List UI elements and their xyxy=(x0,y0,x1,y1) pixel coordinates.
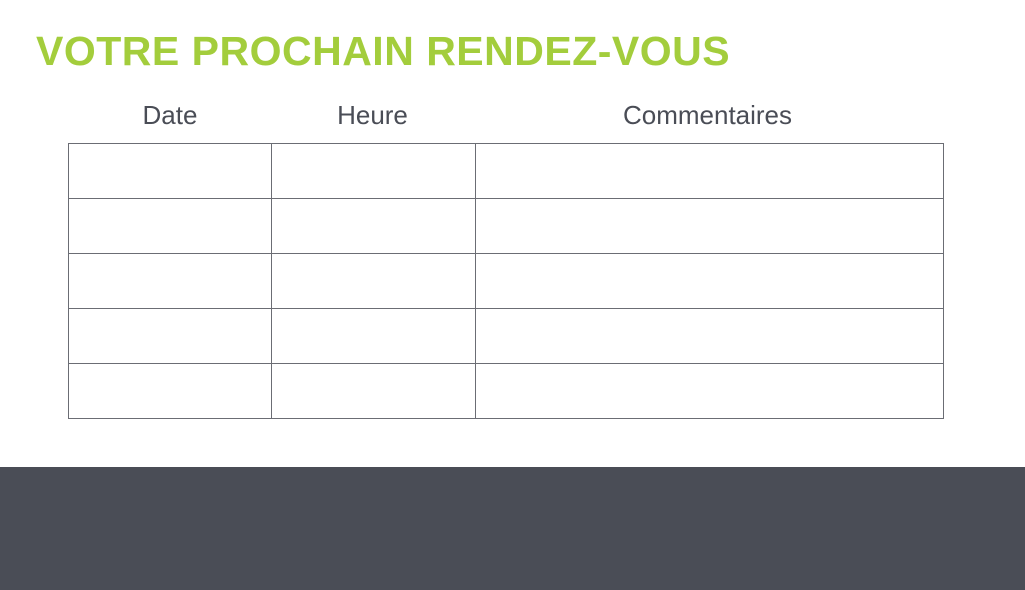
table-cell-commentaires[interactable] xyxy=(475,253,944,309)
table-cell-heure[interactable] xyxy=(271,253,476,309)
appointment-table xyxy=(68,143,944,419)
table-cell-date[interactable] xyxy=(68,198,272,254)
table-cell-heure[interactable] xyxy=(271,363,476,419)
table-cell-commentaires[interactable] xyxy=(475,308,944,364)
table-cell-date[interactable] xyxy=(68,253,272,309)
table-cell-heure[interactable] xyxy=(271,143,476,199)
table-cell-date[interactable] xyxy=(68,363,272,419)
table-row xyxy=(68,198,944,254)
table-cell-date[interactable] xyxy=(68,143,272,199)
footer-bar xyxy=(0,467,1025,590)
table-row xyxy=(68,253,944,309)
column-header-heure: Heure xyxy=(337,100,408,130)
table-cell-heure[interactable] xyxy=(271,198,476,254)
table-cell-commentaires[interactable] xyxy=(475,363,944,419)
page-title: VOTRE PROCHAIN RENDEZ-VOUS xyxy=(36,28,731,74)
table-cell-commentaires[interactable] xyxy=(475,143,944,199)
table-row xyxy=(68,363,944,419)
table-cell-commentaires[interactable] xyxy=(475,198,944,254)
table-row xyxy=(68,308,944,364)
column-header-commentaires: Commentaires xyxy=(622,100,793,130)
table-cell-heure[interactable] xyxy=(271,308,476,364)
table-cell-date[interactable] xyxy=(68,308,272,364)
column-header-date: Date xyxy=(142,100,198,130)
table-row xyxy=(68,143,944,199)
